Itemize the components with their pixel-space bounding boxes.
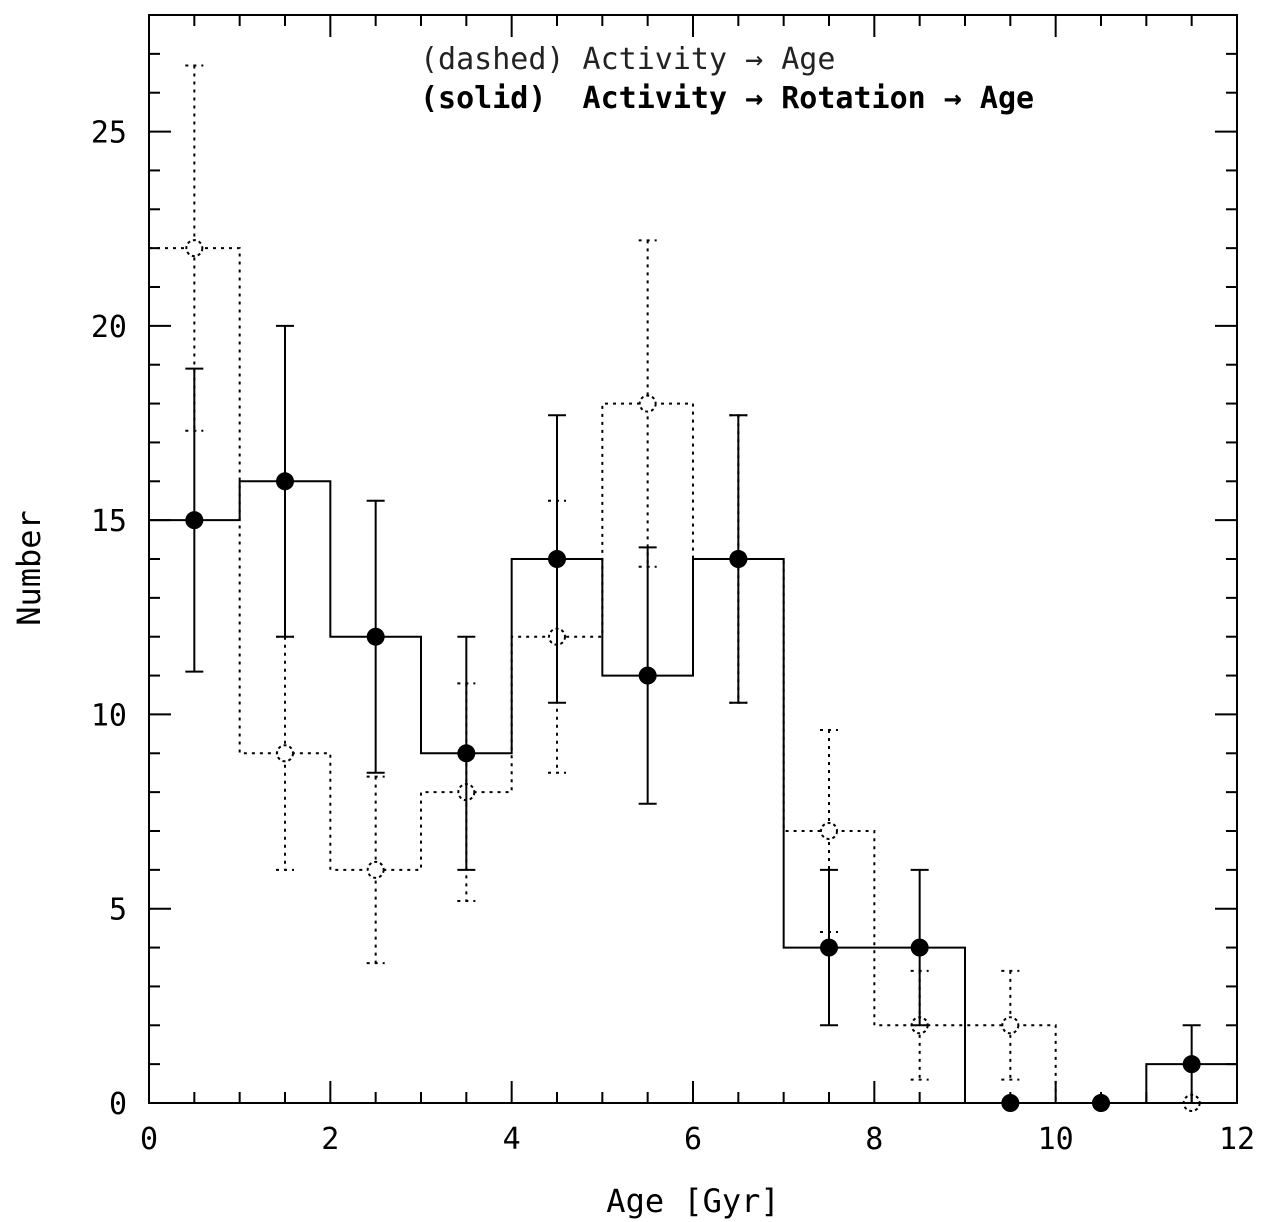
dashed-data-point	[366, 860, 385, 879]
x-tick-label: 0	[140, 1122, 158, 1157]
y-tick-label: 20	[91, 310, 127, 345]
x-tick-label: 2	[321, 1122, 339, 1157]
legend-dashed: (dashed) Activity → Age	[420, 42, 835, 77]
x-axis-title: Age [Gyr]	[606, 1182, 779, 1220]
y-tick-label: 0	[109, 1087, 127, 1122]
dashed-data-point	[185, 239, 204, 258]
solid-data-point	[185, 511, 204, 530]
y-axis-title: Number	[10, 510, 48, 626]
legend-solid: (solid) Activity → Rotation → Age	[420, 81, 1034, 116]
y-tick-label: 10	[91, 698, 127, 733]
dashed-data-point	[638, 394, 657, 413]
solid-data-point	[366, 627, 385, 646]
ticks: 0 2 4 6 8 10 12 0 5 10 15 20 25	[91, 14, 1255, 1157]
dashed-data-point	[820, 822, 838, 840]
solid-data-point	[276, 472, 294, 491]
y-tick-label: 5	[109, 893, 127, 928]
y-tick-label: 25	[91, 116, 127, 151]
solid-data-point	[548, 550, 566, 568]
dashed-data-point	[276, 744, 294, 763]
solid-data-point	[910, 938, 929, 957]
x-tick-label: 4	[503, 1122, 521, 1157]
x-tick-label: 12	[1219, 1122, 1255, 1157]
solid-data-point	[457, 744, 476, 763]
solid-data-point	[729, 550, 748, 568]
solid-data-point	[638, 666, 657, 685]
solid-step-line	[149, 480, 1237, 1104]
dashed-data-point	[1001, 1016, 1020, 1035]
x-tick-label: 8	[865, 1122, 883, 1157]
solid-data-point	[1182, 1055, 1201, 1074]
solid-data-point	[820, 938, 838, 957]
x-tick-label: 10	[1038, 1122, 1074, 1157]
y-tick-label: 15	[91, 504, 127, 539]
x-tick-label: 6	[684, 1122, 702, 1157]
